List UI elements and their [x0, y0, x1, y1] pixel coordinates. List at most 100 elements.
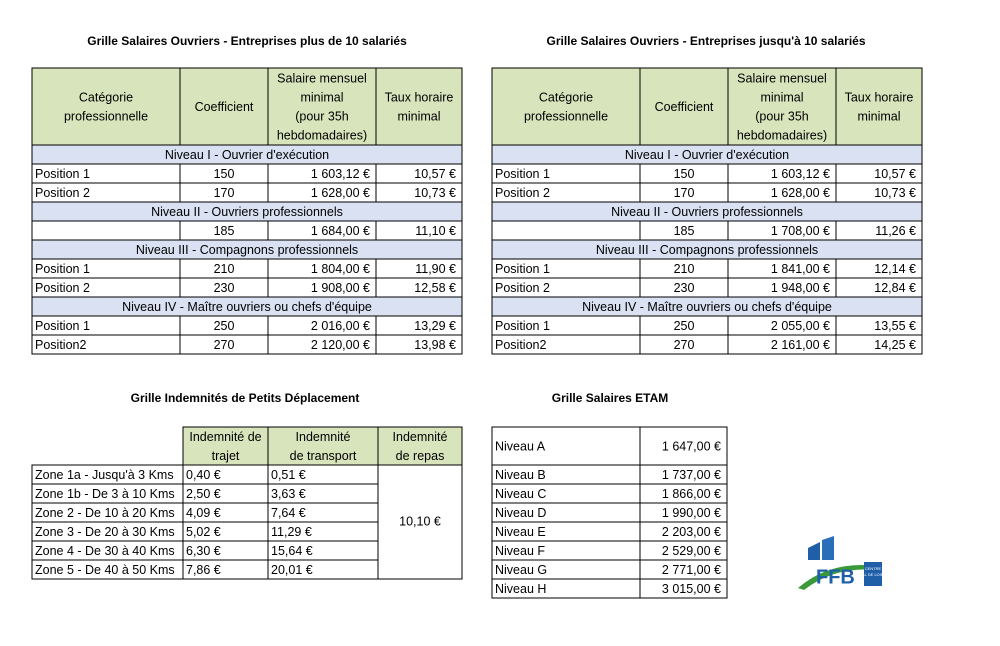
- header-text: Catégorie: [539, 90, 593, 104]
- table-title: Grille Salaires ETAM: [552, 391, 669, 405]
- table-title: Grille Salaires Ouvriers - Entreprises p…: [87, 34, 407, 48]
- cell-text: 11,29 €: [271, 525, 312, 539]
- section-label: Niveau III - Compagnons professionnels: [136, 243, 358, 257]
- cell-text: 1 737,00 €: [662, 468, 721, 482]
- cell: [31, 220, 181, 241]
- cell-text: 10,73 €: [414, 186, 456, 200]
- cell: [639, 578, 728, 599]
- cell-text: Position 2: [495, 186, 550, 200]
- cell: [835, 67, 923, 146]
- header-text: (pour 35h: [755, 109, 809, 123]
- header-text: de repas: [396, 449, 445, 463]
- cell-text: 14,25 €: [874, 338, 916, 352]
- cell-text: Niveau E: [495, 525, 546, 539]
- cell-text: 2 203,00 €: [662, 525, 721, 539]
- cell-text: 1 603,12 €: [771, 167, 830, 181]
- cell: [377, 426, 463, 466]
- cell-text: 1 948,00 €: [771, 281, 830, 295]
- cell-text: 10,73 €: [874, 186, 916, 200]
- cell-text: 250: [214, 319, 235, 333]
- cell-text: 2 529,00 €: [662, 544, 721, 558]
- cell-text: 1 708,00 €: [771, 224, 830, 238]
- header-text: Salaire mensuel: [737, 71, 827, 85]
- cell-text: Zone 4 - De 30 à 40 Kms: [35, 544, 175, 558]
- cell-text: 12,84 €: [874, 281, 916, 295]
- cell-text: 13,55 €: [874, 319, 916, 333]
- cell-text: 230: [214, 281, 235, 295]
- cell-text: 0,51 €: [271, 468, 306, 482]
- cell: [31, 67, 181, 146]
- cell-text: 1 684,00 €: [311, 224, 370, 238]
- cell-text: 3 015,00 €: [662, 582, 721, 596]
- header-text: trajet: [212, 449, 240, 463]
- cell-text: Zone 1b - De 3 à 10 Kms: [35, 487, 175, 501]
- logo-text: FFB: [816, 566, 855, 588]
- cell-text: 1 603,12 €: [311, 167, 370, 181]
- cell-text: 230: [674, 281, 695, 295]
- cell-text: 1 866,00 €: [662, 487, 721, 501]
- cell-text: 210: [674, 262, 695, 276]
- cell: [835, 334, 923, 355]
- cell-text: 3,63 €: [271, 487, 306, 501]
- cell-text: Position 1: [495, 319, 550, 333]
- header-text: (pour 35h: [295, 109, 349, 123]
- cell-text: 2 771,00 €: [662, 563, 721, 577]
- cell-text: Position2: [35, 338, 86, 352]
- logo-building: [808, 542, 820, 560]
- cell-text: 10,57 €: [414, 167, 456, 181]
- cell-text: 11,90 €: [415, 262, 456, 276]
- cell-text: Position 2: [35, 281, 90, 295]
- cell: [267, 67, 377, 146]
- cell-text: 1 908,00 €: [311, 281, 370, 295]
- section-label: Niveau IV - Maître ouvriers ou chefs d'é…: [122, 300, 372, 314]
- cell-text: 2 120,00 €: [311, 338, 370, 352]
- cell: [639, 426, 728, 466]
- cell-text: Zone 5 - De 40 à 50 Kms: [35, 563, 175, 577]
- cell-text: 150: [674, 167, 695, 181]
- cell-text: 270: [674, 338, 695, 352]
- cell-text: Niveau C: [495, 487, 546, 501]
- logo-region: VAL DE LOIRE: [860, 572, 887, 577]
- cell: [179, 67, 269, 146]
- cell-text: Zone 1a - Jusqu'à 3 Kms: [35, 468, 174, 482]
- cell-text: 1 990,00 €: [662, 506, 721, 520]
- logo: FFB CENTRE VAL DE LOIRE: [798, 536, 887, 590]
- cell: [727, 67, 837, 146]
- cell-text: Zone 3 - De 20 à 30 Kms: [35, 525, 175, 539]
- header-text: professionnelle: [524, 109, 608, 123]
- cell: [491, 67, 641, 146]
- cell-text: 13,98 €: [414, 338, 456, 352]
- header-text: Indemnité de: [189, 430, 261, 444]
- cell: [182, 426, 269, 466]
- header-text: minimal: [300, 90, 343, 104]
- cell-text: 7,64 €: [271, 506, 306, 520]
- cell-text: Position 1: [495, 262, 550, 276]
- header-text: minimal: [857, 109, 900, 123]
- cell-text: Position2: [495, 338, 546, 352]
- cell: [491, 220, 641, 241]
- cell-text: Niveau G: [495, 563, 547, 577]
- cell-text: 250: [674, 319, 695, 333]
- cell-text: Position 1: [35, 262, 90, 276]
- cell-text: Niveau D: [495, 506, 546, 520]
- header-text: Catégorie: [79, 90, 133, 104]
- cell-text: 210: [214, 262, 235, 276]
- cell-text: 185: [674, 224, 695, 238]
- cell-text: 2 016,00 €: [311, 319, 370, 333]
- cell-text: 1 841,00 €: [771, 262, 830, 276]
- cell-text: 20,01 €: [271, 563, 313, 577]
- cell-text: 12,58 €: [414, 281, 456, 295]
- cell: [639, 67, 729, 146]
- section-label: Niveau II - Ouvriers professionnels: [611, 205, 803, 219]
- cell-text: 5,02 €: [186, 525, 221, 539]
- cell-text: 0,40 €: [186, 468, 221, 482]
- cell-text: 12,14 €: [874, 262, 916, 276]
- cell-text: 11,26 €: [875, 224, 916, 238]
- logo-region: CENTRE: [865, 566, 882, 571]
- cell-text: 1 647,00 €: [662, 439, 721, 453]
- table-title: Grille Indemnités de Petits Déplacement: [131, 391, 360, 405]
- cell-text: 1 804,00 €: [311, 262, 370, 276]
- cell-text: Position 1: [35, 319, 90, 333]
